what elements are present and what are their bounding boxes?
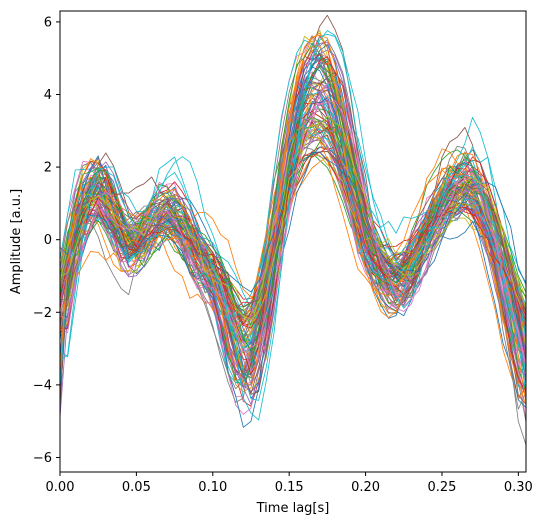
series-line: [60, 91, 526, 342]
y-tick-label: −2: [33, 306, 52, 321]
y-tick-label: 0: [44, 233, 52, 248]
series-line: [60, 42, 526, 392]
x-axis-ticks: 0.00 0.05 0.10 0.15 0.20 0.25 0.30: [46, 472, 533, 495]
x-tick-label: 0.20: [351, 480, 380, 495]
y-axis-ticks: −6 −4 −2 0 2 4 6: [33, 15, 60, 466]
series-line: [60, 66, 526, 352]
series-line: [60, 34, 526, 402]
x-tick-label: 0.25: [427, 480, 456, 495]
series-line: [60, 81, 526, 388]
series-line: [60, 32, 526, 380]
x-tick-label: 0.30: [504, 480, 533, 495]
y-tick-label: 2: [44, 161, 52, 176]
series-line: [60, 85, 526, 393]
plot-frame: [59, 10, 527, 473]
x-axis-label: Time lag[s]: [256, 501, 330, 516]
x-tick-label: 0.10: [198, 480, 227, 495]
x-tick-label: 0.00: [46, 480, 75, 495]
y-axis-label: Amplitude [a.u.]: [9, 189, 24, 294]
series-line: [60, 35, 526, 410]
series-line: [60, 124, 526, 326]
y-tick-label: 4: [44, 88, 52, 103]
y-tick-label: 6: [44, 15, 52, 30]
series-line: [60, 121, 526, 329]
y-tick-label: −4: [33, 378, 52, 393]
series-line: [60, 150, 526, 404]
series-line: [60, 30, 526, 421]
series-line: [60, 141, 526, 334]
series-line: [60, 124, 526, 390]
x-tick-label: 0.05: [122, 480, 151, 495]
x-tick-label: 0.15: [275, 480, 304, 495]
y-tick-label: −6: [33, 451, 52, 466]
series-lines: [60, 14, 526, 445]
series-line: [60, 100, 526, 368]
series-line: [60, 118, 526, 336]
series-line: [60, 124, 526, 353]
